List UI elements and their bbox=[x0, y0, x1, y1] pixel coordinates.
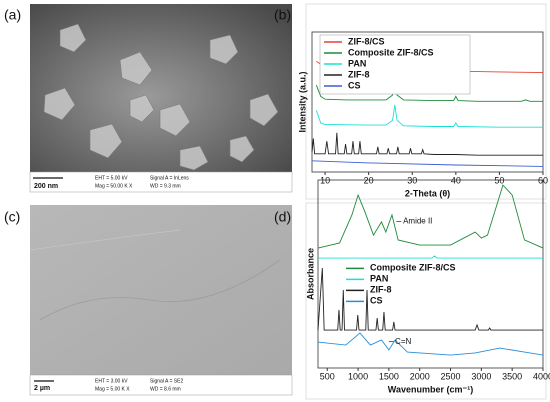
x-tick-label: 500 bbox=[320, 371, 335, 381]
x-axis-label: 2-Theta (θ) bbox=[405, 188, 450, 198]
panel-label: (a) bbox=[4, 7, 21, 23]
legend-label: ZIF-8 bbox=[370, 285, 392, 295]
panel-frame bbox=[305, 3, 547, 200]
legend-label: PAN bbox=[370, 274, 388, 284]
series-line bbox=[317, 267, 543, 331]
x-tick-label: 3500 bbox=[502, 371, 522, 381]
scale-bar-label: 2 µm bbox=[34, 385, 50, 392]
sem-image-a bbox=[29, 4, 293, 193]
legend-label: ZIF-8/CS bbox=[348, 36, 385, 46]
legend-label: CS bbox=[348, 80, 361, 90]
series-line bbox=[311, 160, 544, 167]
legend-box bbox=[319, 34, 471, 95]
series-line bbox=[318, 255, 543, 259]
sem-info: WD = 9.3 mm bbox=[150, 183, 181, 189]
legend-label: ZIF-8 bbox=[348, 69, 370, 79]
annotation: Amide II bbox=[403, 216, 432, 225]
series-line bbox=[311, 132, 543, 156]
sem-info: EHT = 5.00 kV bbox=[95, 175, 128, 181]
plot-frame bbox=[311, 31, 544, 173]
x-tick-label: 1000 bbox=[348, 371, 368, 381]
scale-bar-label: 200 nm bbox=[34, 183, 58, 190]
legend-label: Composite ZIF-8/CS bbox=[348, 47, 434, 57]
sem-info: Signal A = SE2 bbox=[150, 378, 183, 384]
x-tick-label: 3000 bbox=[471, 371, 491, 381]
y-axis-label: Intensity (a.u.) bbox=[297, 71, 307, 132]
panel-frame bbox=[305, 202, 547, 400]
x-tick-label: 1500 bbox=[379, 371, 399, 381]
series-line bbox=[317, 184, 544, 249]
sem-info: Mag = 5.00 K X bbox=[95, 386, 130, 392]
legend-label: PAN bbox=[348, 58, 366, 68]
x-axis-label: Wavenumber (cm⁻¹) bbox=[388, 384, 473, 394]
legend-label: Composite ZIF-8/CS bbox=[370, 263, 456, 273]
sem-info: Mag = 50.00 K X bbox=[95, 183, 133, 189]
panel-label: (d) bbox=[274, 209, 291, 225]
panel-label: (c) bbox=[4, 209, 20, 225]
panel-label: (b) bbox=[274, 7, 291, 23]
sem-info: EHT = 3.00 kV bbox=[95, 378, 128, 384]
series-line bbox=[315, 78, 543, 102]
sem-info: Signal A = InLens bbox=[150, 175, 189, 181]
plot-frame bbox=[317, 179, 544, 369]
annotation: C=N bbox=[395, 337, 411, 346]
sem-image-c bbox=[29, 205, 293, 396]
legend-label: CS bbox=[370, 296, 383, 306]
series-line bbox=[317, 332, 544, 356]
x-tick-label: 2500 bbox=[441, 371, 461, 381]
x-tick-label: 4000 bbox=[533, 371, 550, 381]
x-tick-label: 2000 bbox=[410, 371, 430, 381]
series-line bbox=[315, 104, 543, 128]
y-axis-label: Absorbance bbox=[305, 248, 315, 300]
sem-info: WD = 8.6 mm bbox=[150, 386, 181, 392]
